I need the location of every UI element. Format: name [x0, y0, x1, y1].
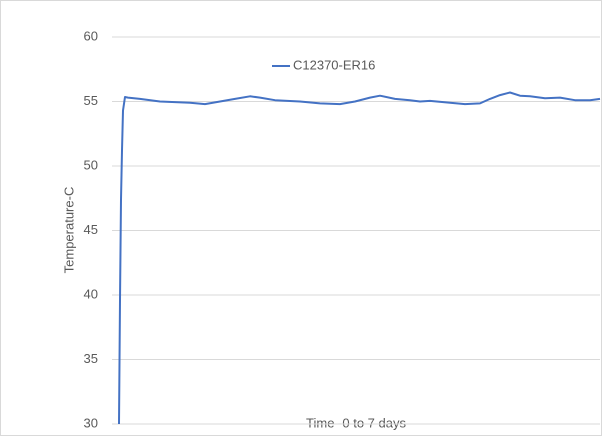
y-tick-label: 35 — [84, 351, 98, 366]
legend-label: C12370-ER16 — [293, 57, 375, 72]
y-tick-label: 40 — [84, 286, 98, 301]
x-axis-label: Time -0 to 7 days — [306, 415, 406, 430]
y-axis-label: Temperature-C — [61, 187, 76, 274]
y-tick-label: 45 — [84, 222, 98, 237]
y-tick-label: 50 — [84, 157, 98, 172]
y-tick-label: 60 — [84, 28, 98, 43]
line — [118, 91, 601, 425]
y-tick-label: 55 — [84, 93, 98, 108]
y-tick-label: 30 — [84, 415, 98, 430]
